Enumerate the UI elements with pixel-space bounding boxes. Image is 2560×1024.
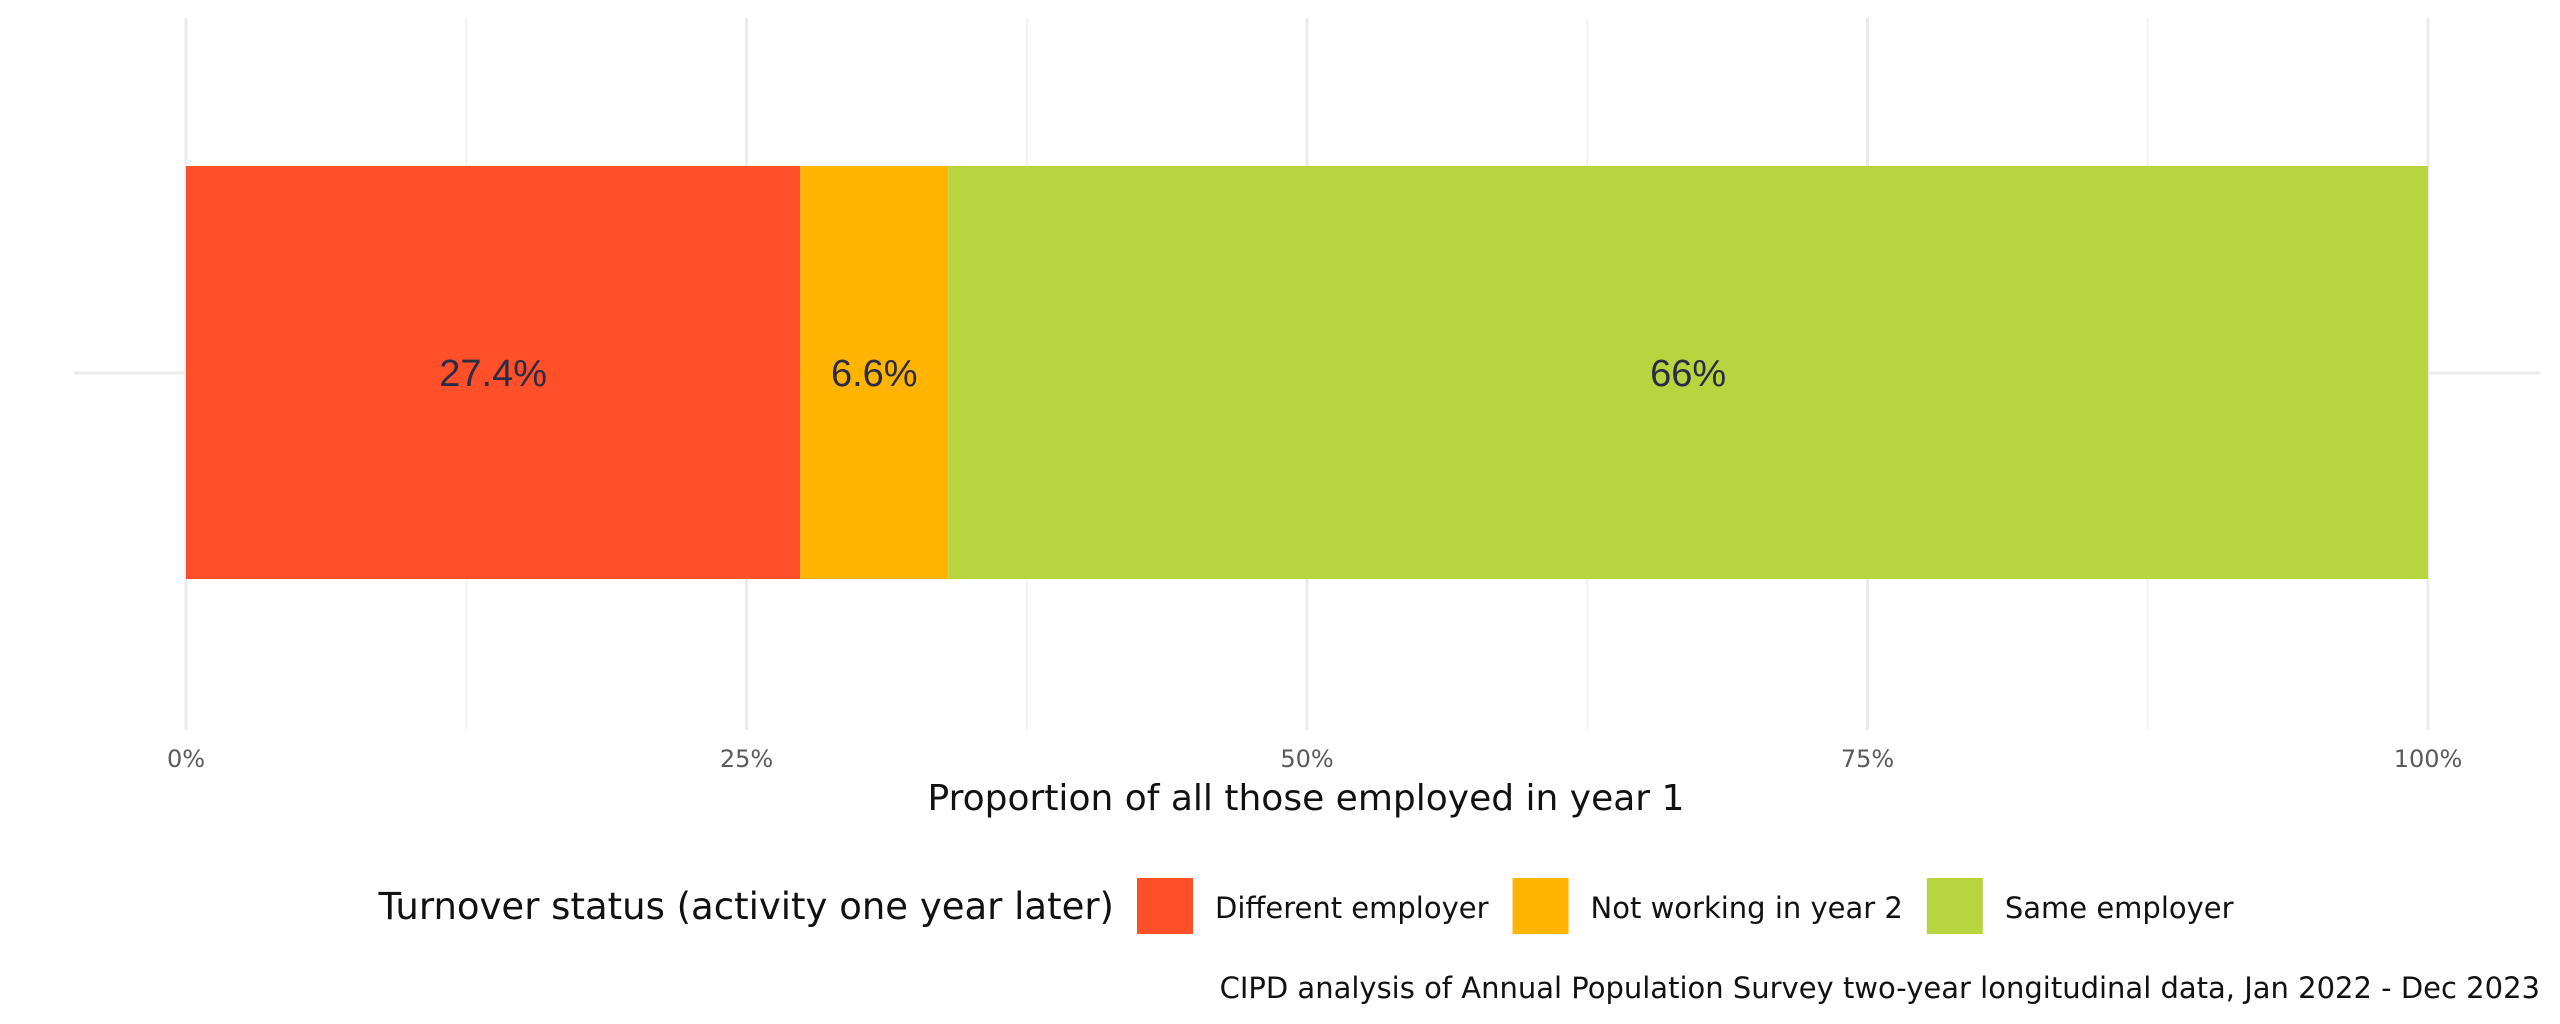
x-tick-label: 50% — [1280, 745, 1333, 773]
x-tick-label: 25% — [720, 745, 773, 773]
data-label-layer: 27.4% 6.6% 66% — [439, 353, 1726, 395]
x-axis: 0% 25% 50% 75% 100% — [167, 745, 2462, 773]
x-tick-label: 75% — [1841, 745, 1894, 773]
data-label: 6.6% — [831, 353, 918, 395]
legend-key — [1926, 878, 1983, 934]
legend-key — [1137, 878, 1193, 934]
legend-label: Different employer — [1215, 891, 1489, 925]
chart-caption: CIPD analysis of Annual Population Surve… — [1220, 971, 2540, 1005]
legend-label: Same employer — [2005, 891, 2234, 925]
bar-segment-different-employer — [186, 166, 801, 579]
legend-title: Turnover status (activity one year later… — [377, 885, 1114, 928]
data-label: 66% — [1650, 353, 1726, 395]
legend: Turnover status (activity one year later… — [377, 878, 2234, 934]
bar-layer — [186, 166, 2428, 579]
x-tick-label: 100% — [2394, 745, 2463, 773]
x-axis-title: Proportion of all those employed in year… — [928, 778, 1685, 819]
data-label: 27.4% — [439, 353, 547, 395]
bar-segment-same-employer — [948, 166, 2428, 579]
x-tick-label: 0% — [167, 745, 205, 773]
legend-key — [1512, 878, 1569, 934]
legend-label: Not working in year 2 — [1591, 891, 1903, 925]
bar-segment-not-working-in-year-2 — [800, 166, 949, 579]
